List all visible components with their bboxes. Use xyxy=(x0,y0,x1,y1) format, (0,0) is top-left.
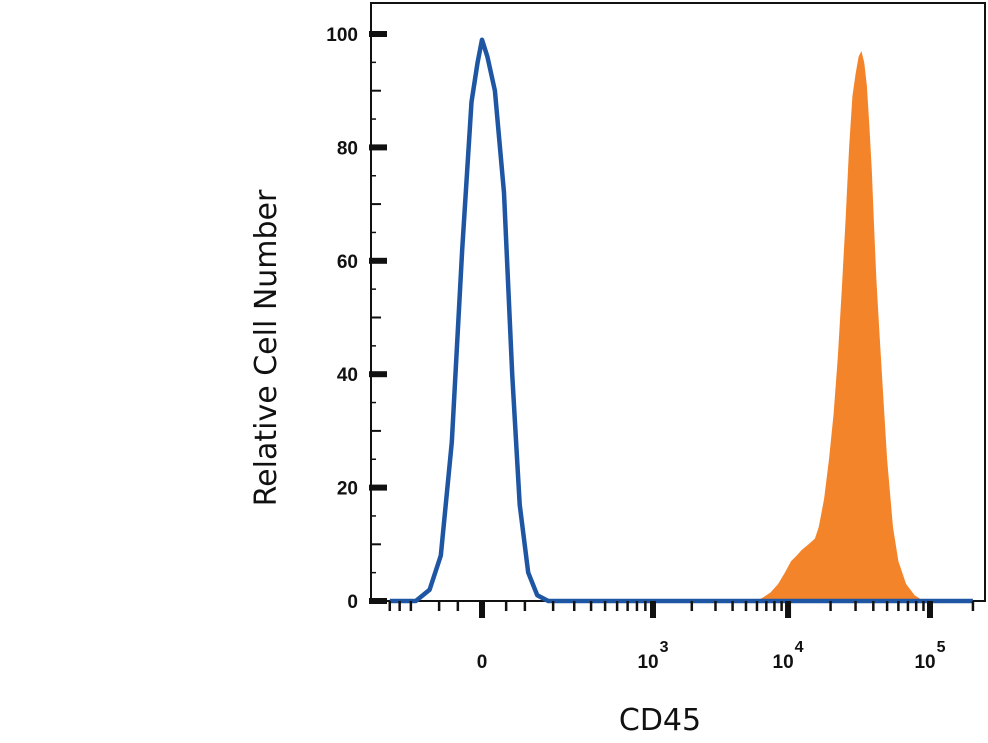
y-major-tick xyxy=(369,484,387,491)
histogram-outline-series xyxy=(389,37,973,604)
x-major-tick xyxy=(927,601,933,618)
y-axis-title: Relative Cell Number xyxy=(249,189,284,506)
y-tick-label: 80 xyxy=(337,138,358,159)
y-tick-label: 20 xyxy=(337,479,358,500)
x-axis: 0 103 104 105 xyxy=(388,601,975,673)
y-tick-label: 60 xyxy=(337,252,358,273)
y-tick-label: 100 xyxy=(326,25,358,46)
x-tick-label: 105 xyxy=(914,639,945,673)
x-axis-title: CD45 xyxy=(619,703,701,738)
y-tick-label: 40 xyxy=(337,365,358,386)
y-major-tick xyxy=(369,371,387,378)
y-tick-label: 0 xyxy=(347,592,358,613)
y-major-tick xyxy=(369,31,387,37)
x-tick-label: 103 xyxy=(637,639,668,673)
y-major-tick xyxy=(369,598,387,604)
histogram-filled-series xyxy=(389,51,973,601)
y-major-tick xyxy=(369,257,387,264)
x-major-tick xyxy=(650,601,656,618)
x-major-tick xyxy=(785,601,792,618)
x-major-tick xyxy=(479,601,485,618)
y-axis: 0 20 40 60 80 100 xyxy=(326,25,387,613)
y-major-tick xyxy=(369,144,387,151)
x-tick-label: 0 xyxy=(477,652,488,673)
series-layer xyxy=(389,37,973,604)
x-tick-label: 104 xyxy=(773,639,804,673)
plot-frame xyxy=(370,2,986,602)
